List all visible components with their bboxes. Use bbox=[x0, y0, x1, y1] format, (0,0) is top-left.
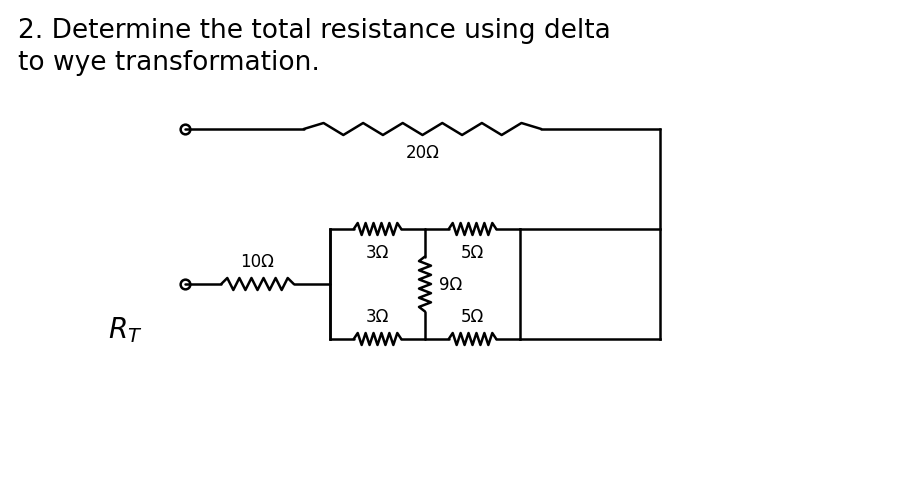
Text: 2. Determine the total resistance using delta: 2. Determine the total resistance using … bbox=[18, 18, 611, 44]
Text: 10Ω: 10Ω bbox=[241, 253, 275, 271]
Text: 3Ω: 3Ω bbox=[365, 307, 389, 325]
Text: $R_T$: $R_T$ bbox=[108, 315, 143, 344]
Text: 20Ω: 20Ω bbox=[406, 144, 439, 162]
Text: to wye transformation.: to wye transformation. bbox=[18, 50, 320, 76]
Text: 3Ω: 3Ω bbox=[365, 243, 389, 261]
Text: 5Ω: 5Ω bbox=[461, 307, 484, 325]
Text: 9Ω: 9Ω bbox=[439, 275, 462, 293]
Text: 5Ω: 5Ω bbox=[461, 243, 484, 261]
